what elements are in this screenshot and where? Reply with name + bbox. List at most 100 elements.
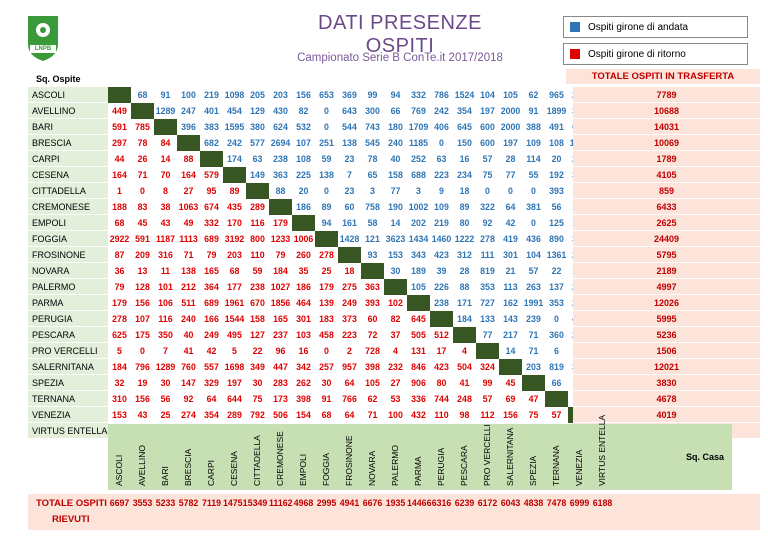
value-cell: 43 (160, 218, 171, 228)
value-cell: 1006 (293, 234, 314, 244)
value-cell: 38 (160, 202, 171, 212)
column-total-cell: 6676 (362, 498, 383, 508)
value-cell: 766 (342, 394, 357, 404)
value-cell: 297 (112, 138, 127, 148)
value-cell: 42 (206, 346, 217, 356)
value-cell: 0 (140, 346, 145, 356)
value-cell: 22 (252, 346, 263, 356)
value-cell: 1460 (431, 234, 452, 244)
value-cell: 1428 (339, 234, 360, 244)
value-cell: 689 (204, 234, 219, 244)
value-cell: 65 (367, 170, 378, 180)
value-cell: 166 (204, 314, 219, 324)
table-row: FOGGIA 2922 591 1187 1113 689 3192 800 1233 1006 1… (28, 231, 760, 247)
row-total-cell: 4019 (573, 407, 760, 423)
value-cell: 116 (250, 218, 265, 228)
value-cell: 0 (140, 186, 145, 196)
value-cell: 263 (526, 282, 541, 292)
value-cell: 71 (528, 330, 539, 340)
value-cell: 322 (480, 202, 495, 212)
value-cell: 289 (227, 410, 242, 420)
value-cell: 219 (434, 218, 449, 228)
value-cell: 75 (252, 394, 263, 404)
value-cell: 557 (204, 362, 219, 372)
value-cell: 57 (482, 394, 493, 404)
value-cell: 89 (229, 186, 240, 196)
team-name-cell: PERUGIA (28, 311, 108, 327)
value-cell: 156 (296, 90, 311, 100)
value-cell: 511 (181, 298, 196, 308)
diagonal-cell (108, 87, 131, 103)
value-cell: 316 (158, 250, 173, 260)
value-cell: 83 (137, 202, 148, 212)
value-cell: 3192 (224, 234, 245, 244)
value-cell: 512 (434, 330, 449, 340)
rievuti-label: RIEVUTI (52, 514, 90, 525)
column-header: PALERMO (384, 430, 407, 488)
value-cell: 505 (411, 330, 426, 340)
value-cell: 423 (434, 362, 449, 372)
table-row: VENEZIA 153 43 25 274 354 289 792 506 154 68 64 71 10… (28, 407, 760, 423)
value-cell: 68 (321, 410, 332, 420)
column-header: PERUGIA (430, 430, 453, 488)
value-cell: 4 (462, 346, 467, 356)
value-cell: 62 (528, 90, 539, 100)
row-total-cell: 1789 (573, 151, 760, 167)
value-cell: 138 (342, 138, 357, 148)
column-total-cell: 14751 (223, 498, 248, 508)
value-cell: 14 (160, 154, 171, 164)
value-cell: 30 (252, 378, 263, 388)
value-cell: 239 (526, 314, 541, 324)
value-cell: 75 (482, 170, 493, 180)
value-cell: 25 (321, 266, 332, 276)
value-cell: 59 (321, 154, 332, 164)
value-cell: 238 (250, 282, 265, 292)
value-cell: 435 (227, 202, 242, 212)
value-cell: 380 (250, 122, 265, 132)
value-cell: 1595 (224, 122, 245, 132)
value-cell: 329 (204, 378, 219, 388)
value-cell: 137 (549, 282, 564, 292)
value-cell: 27 (183, 186, 194, 196)
value-cell: 72 (367, 330, 378, 340)
value-cell: 600 (480, 122, 495, 132)
value-cell: 177 (227, 282, 242, 292)
value-cell: 87 (114, 250, 125, 260)
value-cell: 186 (296, 282, 311, 292)
team-name-cell: CARPI (28, 151, 108, 167)
value-cell: 161 (342, 218, 357, 228)
page-title: DATI PRESENZE OSPITI (318, 12, 482, 57)
team-name-cell: BRESCIA (28, 135, 108, 151)
value-cell: 22 (551, 266, 562, 276)
column-header-label: CREMONESE (275, 431, 285, 486)
value-cell: 7 (347, 170, 352, 180)
value-cell: 45 (137, 218, 148, 228)
value-cell: 150 (457, 138, 472, 148)
column-header-label: ASCOLI (114, 454, 124, 486)
value-cell: 63 (252, 154, 263, 164)
value-cell: 800 (250, 234, 265, 244)
value-cell: 577 (250, 138, 265, 148)
value-cell: 760 (181, 362, 196, 372)
value-cell: 14 (505, 346, 516, 356)
value-cell: 173 (273, 394, 288, 404)
value-cell: 670 (250, 298, 265, 308)
value-cell: 819 (480, 266, 495, 276)
value-cell: 532 (296, 122, 311, 132)
value-cell: 57 (528, 266, 539, 276)
table-row: EMPOLI 68 45 43 49 332 170 116 179 94 161 58 14 202 21… (28, 215, 760, 231)
value-cell: 138 (319, 170, 334, 180)
value-cell: 49 (183, 218, 194, 228)
value-cell: 1709 (408, 122, 429, 132)
value-cell: 175 (135, 330, 150, 340)
value-cell: 3 (416, 186, 421, 196)
value-cell: 127 (250, 330, 265, 340)
value-cell: 249 (204, 330, 219, 340)
value-cell: 71 (137, 170, 148, 180)
value-cell: 71 (528, 346, 539, 356)
value-cell: 32 (114, 378, 125, 388)
value-cell: 689 (204, 298, 219, 308)
value-cell: 149 (250, 170, 265, 180)
column-total-cell: 5782 (178, 498, 199, 508)
value-cell: 79 (275, 250, 286, 260)
